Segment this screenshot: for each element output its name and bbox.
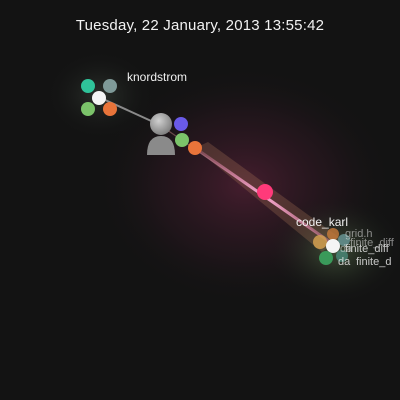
file-node: [313, 235, 327, 249]
file-name-label: finite_diff: [350, 237, 394, 249]
file-name-label: finite_d: [356, 256, 392, 268]
directory-node: [326, 239, 340, 253]
user-avatar-icon: [147, 113, 175, 155]
directory-node: [92, 91, 106, 105]
file-node: [81, 102, 95, 116]
user-name-label: code_karl: [296, 215, 349, 229]
file-node: [327, 228, 339, 240]
file-node: [338, 234, 350, 246]
file-name-label: da: [340, 243, 353, 255]
file-node: [81, 79, 95, 93]
file-node: [103, 79, 117, 93]
file-name-label: da: [338, 256, 351, 268]
user-name-label: knordstrom: [127, 70, 188, 84]
file-node: [175, 133, 189, 147]
file-node: [319, 251, 333, 265]
file-name-label: grid.h: [345, 228, 373, 240]
file-node: [174, 117, 188, 131]
file-node: [103, 102, 117, 116]
file-node: [336, 250, 348, 262]
timestamp-label: Tuesday, 22 January, 2013 13:55:42: [75, 17, 325, 34]
file-node: [257, 184, 273, 200]
file-name-label: finite_diff: [345, 243, 389, 255]
file-node: [188, 141, 202, 155]
